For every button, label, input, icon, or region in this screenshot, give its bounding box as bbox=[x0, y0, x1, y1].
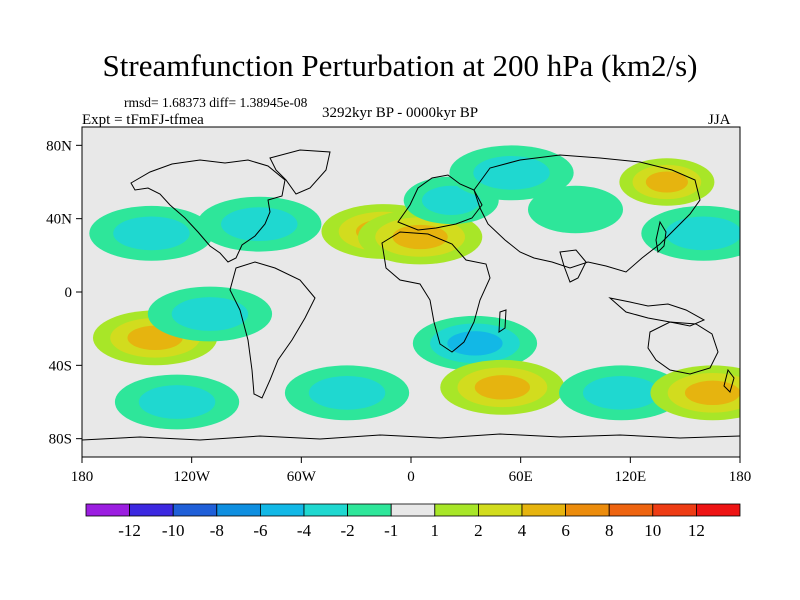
anomaly-contour-southwest-pacific-low bbox=[138, 385, 216, 419]
colorbar-label: -4 bbox=[297, 521, 312, 540]
colorbar-label: -10 bbox=[162, 521, 185, 540]
colorbar-box bbox=[390, 503, 436, 517]
north-america-coastline bbox=[130, 159, 286, 263]
colorbar-box bbox=[565, 503, 610, 517]
colorbar-label: -8 bbox=[210, 521, 224, 540]
x-tick-label: 120W bbox=[173, 469, 211, 485]
experiment-label: Expt = tFmFJ-tfmea bbox=[82, 112, 204, 128]
new-zealand-coastline bbox=[723, 368, 735, 393]
colorbar: -12 -10 -8 -6 -4 -2 -1 1 2 4 6 8 10 12 bbox=[85, 503, 741, 540]
asia-coastline bbox=[473, 154, 701, 273]
madagascar-coastline bbox=[498, 309, 507, 333]
colorbar-box bbox=[129, 503, 174, 517]
anomaly-contour-central-asia-low bbox=[527, 185, 624, 234]
season-label: JJA bbox=[708, 112, 731, 128]
colorbar-box bbox=[477, 503, 523, 517]
chart-title: Streamfunction Perturbation at 200 hPa (… bbox=[102, 48, 698, 83]
y-tick-label: 40N bbox=[46, 212, 72, 228]
x-tick-label: 180 bbox=[71, 469, 94, 485]
colorbar-label: 2 bbox=[474, 521, 483, 540]
colorbar-box bbox=[85, 503, 130, 517]
colorbar-label: -6 bbox=[253, 521, 267, 540]
anomaly-contour-north-pacific-low bbox=[113, 216, 190, 251]
colorbar-box bbox=[521, 503, 566, 517]
coastlines bbox=[82, 149, 740, 441]
india-coastline bbox=[559, 249, 587, 283]
x-tick-label: 60W bbox=[287, 469, 317, 485]
anomaly-contour-australia-high bbox=[684, 380, 740, 406]
y-tick-label: 80N bbox=[46, 138, 72, 154]
colorbar-label: -1 bbox=[384, 521, 398, 540]
anomaly-contour-south-indian-high bbox=[474, 375, 531, 400]
x-tick-label: 180 bbox=[729, 469, 752, 485]
greenland-coastline bbox=[269, 149, 331, 195]
africa-coastline bbox=[381, 231, 491, 353]
colorbar-box bbox=[347, 503, 392, 517]
antarctica-coastline bbox=[82, 433, 740, 441]
y-tick-label: 0 bbox=[65, 285, 73, 301]
colorbar-box bbox=[259, 503, 305, 517]
anomaly-contour-central-pacific-low bbox=[171, 297, 249, 331]
australia-coastline bbox=[647, 321, 719, 375]
colorbar-label: -12 bbox=[118, 521, 141, 540]
colorbar-box bbox=[696, 503, 741, 517]
anomaly-contour-siberia-low bbox=[473, 155, 550, 190]
anomaly-regions bbox=[89, 145, 740, 430]
anomaly-contour-west-pacific-low bbox=[665, 216, 740, 251]
anomaly-contour-north-atlantic-west-low bbox=[221, 207, 298, 242]
x-tick-label: 60E bbox=[509, 469, 533, 485]
colorbar-box bbox=[216, 503, 261, 517]
period-label: 3292kyr BP - 0000kyr BP bbox=[322, 105, 479, 121]
y-tick-label: 80S bbox=[49, 432, 72, 448]
anomaly-contour-arabia-low bbox=[421, 185, 481, 215]
x-tick-label: 0 bbox=[407, 469, 415, 485]
colorbar-label: -2 bbox=[341, 521, 355, 540]
colorbar-label: 1 bbox=[431, 521, 440, 540]
rmsd-diff-label: rmsd= 1.68373 diff= 1.38945e-08 bbox=[124, 95, 308, 110]
anomaly-contour-south-indian-low bbox=[582, 375, 660, 410]
japan-coastline bbox=[655, 220, 667, 254]
colorbar-box bbox=[652, 503, 697, 517]
colorbar-label: 4 bbox=[518, 521, 527, 540]
colorbar-label: 6 bbox=[561, 521, 570, 540]
indonesia-coastline bbox=[608, 297, 706, 327]
x-tick-label: 120E bbox=[614, 469, 646, 485]
map-axes: 180 120W 60W 0 60E 120E 180 80N 40N 0 40S 80S bbox=[46, 138, 751, 485]
colorbar-label: 8 bbox=[605, 521, 614, 540]
colorbar-box bbox=[303, 503, 348, 517]
south-america-coastline bbox=[229, 261, 316, 399]
colorbar-box bbox=[608, 503, 654, 517]
colorbar-label: 12 bbox=[688, 521, 705, 540]
colorbar-box bbox=[434, 503, 479, 517]
colorbar-box bbox=[172, 503, 218, 517]
anomaly-contour-southern-ocean-low bbox=[308, 375, 386, 410]
anomaly-contour-sahara-high bbox=[392, 224, 448, 250]
anomaly-contour-south-atlantic-low bbox=[447, 331, 503, 356]
y-tick-label: 40S bbox=[49, 358, 72, 374]
colorbar-label: 10 bbox=[644, 521, 661, 540]
anomaly-contour-east-asia-high bbox=[645, 171, 689, 193]
